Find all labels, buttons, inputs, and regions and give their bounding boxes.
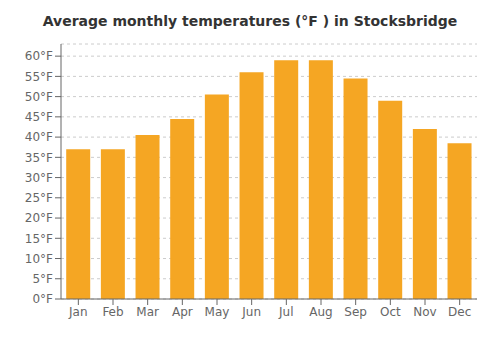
svg-text:40°F: 40°F	[25, 130, 53, 144]
svg-text:50°F: 50°F	[25, 90, 53, 104]
svg-text:10°F: 10°F	[25, 252, 53, 266]
svg-text:45°F: 45°F	[25, 110, 53, 124]
svg-text:55°F: 55°F	[25, 70, 53, 84]
svg-text:Nov: Nov	[413, 305, 436, 319]
svg-text:Feb: Feb	[102, 305, 123, 319]
svg-text:Aug: Aug	[309, 305, 332, 319]
html-text:Average monthly temperatures (: Average monthly temperatures (°F ) in St…	[42, 13, 458, 29]
svg-text:20°F: 20°F	[25, 211, 53, 225]
svg-text:Jul: Jul	[278, 305, 293, 319]
svg-text:25°F: 25°F	[25, 191, 53, 205]
svg-text:60°F: 60°F	[25, 49, 53, 63]
svg-text:0°F: 0°F	[32, 292, 53, 306]
svg-text:Mar: Mar	[136, 305, 159, 319]
svg-text:Apr: Apr	[172, 305, 193, 319]
svg-text:30°F: 30°F	[25, 171, 53, 185]
svg-text:Dec: Dec	[448, 305, 471, 319]
svg-text:Oct: Oct	[380, 305, 401, 319]
svg-text:Jan: Jan	[68, 305, 88, 319]
svg-text:Sep: Sep	[344, 305, 367, 319]
svg-text:Jun: Jun	[241, 305, 261, 319]
svg-text:35°F: 35°F	[25, 151, 53, 165]
svg-text:5°F: 5°F	[32, 272, 53, 286]
svg-text:15°F: 15°F	[25, 232, 53, 246]
svg-text:May: May	[205, 305, 230, 319]
